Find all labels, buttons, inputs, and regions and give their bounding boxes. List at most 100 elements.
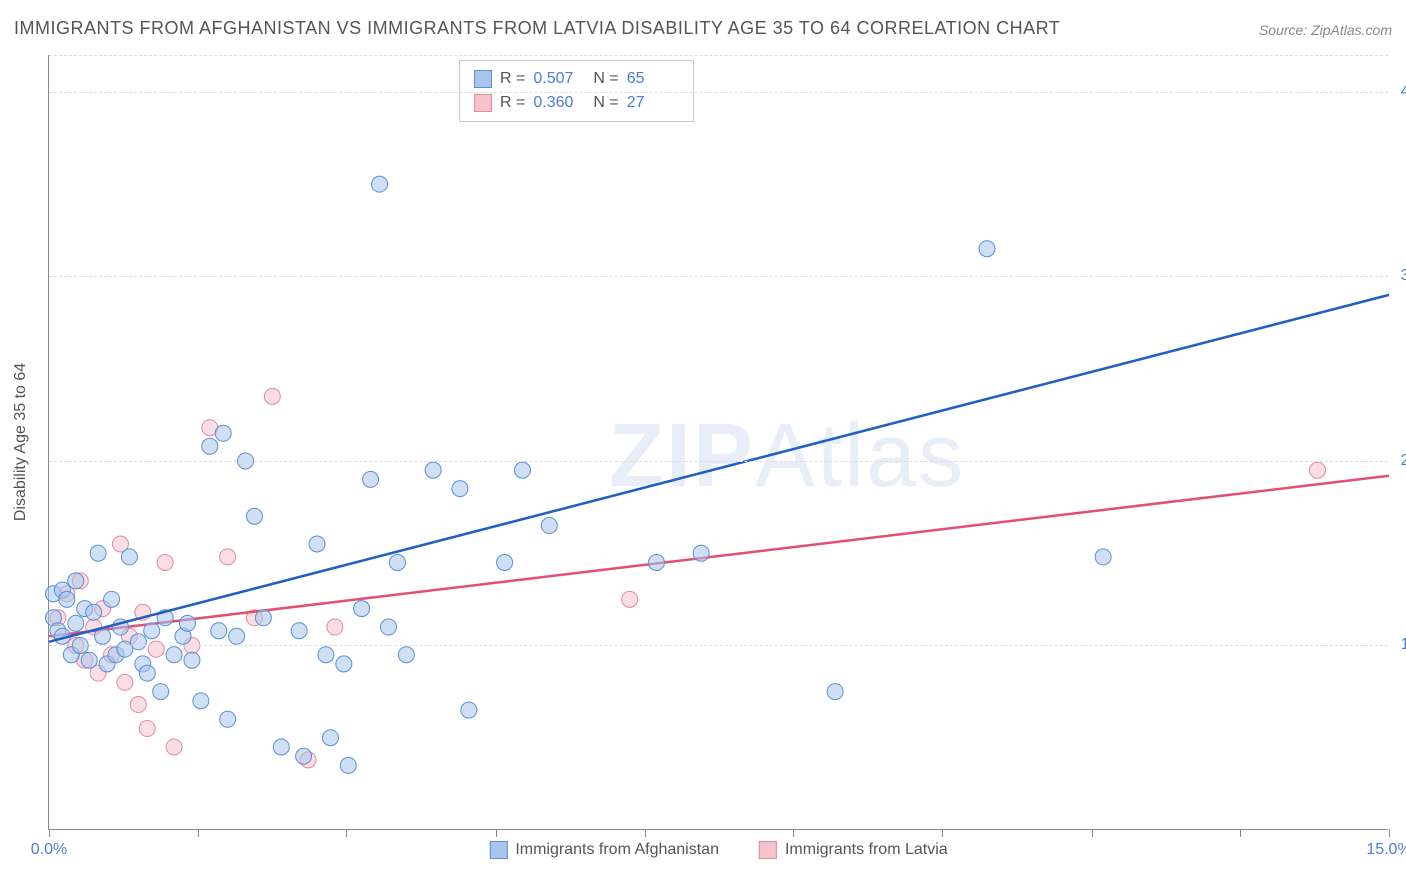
x-tick-label: 0.0%: [31, 841, 67, 859]
legend-item-afghanistan: Immigrants from Afghanistan: [489, 841, 719, 859]
data-point: [202, 438, 218, 454]
scatter-svg: [49, 55, 1388, 829]
data-point: [246, 508, 262, 524]
x-tick: [793, 829, 794, 837]
data-point: [398, 647, 414, 663]
data-point: [336, 656, 352, 672]
legend-label-afghanistan: Immigrants from Afghanistan: [515, 841, 719, 859]
legend-swatch: [474, 70, 492, 88]
x-tick: [49, 829, 50, 837]
data-point: [220, 711, 236, 727]
data-point: [220, 549, 236, 565]
r-label: R =: [500, 67, 525, 91]
data-point: [979, 241, 995, 257]
y-axis-label: Disability Age 35 to 64: [12, 363, 30, 521]
data-point: [215, 425, 231, 441]
data-point: [461, 702, 477, 718]
data-point: [68, 573, 84, 589]
n-label: N =: [593, 67, 618, 91]
x-tick: [346, 829, 347, 837]
data-point: [327, 619, 343, 635]
data-point: [68, 615, 84, 631]
gridline: [49, 461, 1388, 462]
y-tick-label: 40.0%: [1401, 83, 1406, 101]
data-point: [166, 647, 182, 663]
data-point: [121, 549, 137, 565]
x-tick: [942, 829, 943, 837]
data-point: [179, 615, 195, 631]
data-point: [354, 601, 370, 617]
data-point: [144, 623, 160, 639]
y-tick-label: 20.0%: [1401, 452, 1406, 470]
gridline: [49, 276, 1388, 277]
data-point: [1095, 549, 1111, 565]
data-point: [130, 634, 146, 650]
data-point: [139, 665, 155, 681]
data-point: [90, 545, 106, 561]
data-point: [86, 604, 102, 620]
data-point: [497, 554, 513, 570]
data-point: [318, 647, 334, 663]
data-point: [296, 748, 312, 764]
data-point: [363, 471, 379, 487]
data-point: [389, 554, 405, 570]
legend-stat-row: R = 0.360 N = 27: [474, 91, 679, 115]
x-tick: [1092, 829, 1093, 837]
source-attribution: Source: ZipAtlas.com: [1259, 22, 1392, 38]
data-point: [372, 176, 388, 192]
regression-line: [49, 295, 1389, 642]
legend-stat-row: R = 0.507 N = 65: [474, 67, 679, 91]
data-point: [211, 623, 227, 639]
n-value: 27: [627, 91, 679, 115]
n-value: 65: [627, 67, 679, 91]
x-tick: [198, 829, 199, 837]
x-tick-label: 15.0%: [1366, 841, 1406, 859]
x-tick: [1240, 829, 1241, 837]
data-point: [693, 545, 709, 561]
data-point: [425, 462, 441, 478]
data-point: [264, 388, 280, 404]
data-point: [184, 652, 200, 668]
r-value: 0.360: [533, 91, 585, 115]
data-point: [117, 674, 133, 690]
data-point: [255, 610, 271, 626]
data-point: [648, 554, 664, 570]
data-point: [81, 652, 97, 668]
x-tick: [645, 829, 646, 837]
gridline: [49, 645, 1388, 646]
chart-plot-area: Disability Age 35 to 64 ZIPAtlas R =0.50…: [48, 55, 1388, 830]
data-point: [622, 591, 638, 607]
data-point: [193, 693, 209, 709]
series-legend: Immigrants from Afghanistan Immigrants f…: [489, 841, 947, 859]
legend-item-latvia: Immigrants from Latvia: [759, 841, 948, 859]
gridline: [49, 55, 1388, 56]
data-point: [153, 684, 169, 700]
data-point: [139, 721, 155, 737]
x-tick: [1389, 829, 1390, 837]
x-tick: [496, 829, 497, 837]
data-point: [229, 628, 245, 644]
y-tick-label: 30.0%: [1401, 267, 1406, 285]
data-point: [1310, 462, 1326, 478]
y-tick-label: 10.0%: [1401, 636, 1406, 654]
data-point: [130, 697, 146, 713]
data-point: [452, 481, 468, 497]
data-point: [166, 739, 182, 755]
regression-line: [49, 476, 1389, 637]
r-label: R =: [500, 91, 525, 115]
data-point: [309, 536, 325, 552]
data-point: [104, 591, 120, 607]
data-point: [514, 462, 530, 478]
data-point: [291, 623, 307, 639]
r-value: 0.507: [533, 67, 585, 91]
data-point: [827, 684, 843, 700]
gridline: [49, 92, 1388, 93]
data-point: [541, 518, 557, 534]
n-label: N =: [593, 91, 618, 115]
data-point: [273, 739, 289, 755]
data-point: [59, 591, 75, 607]
data-point: [322, 730, 338, 746]
data-point: [380, 619, 396, 635]
legend-swatch-pink: [759, 841, 777, 859]
data-point: [157, 554, 173, 570]
